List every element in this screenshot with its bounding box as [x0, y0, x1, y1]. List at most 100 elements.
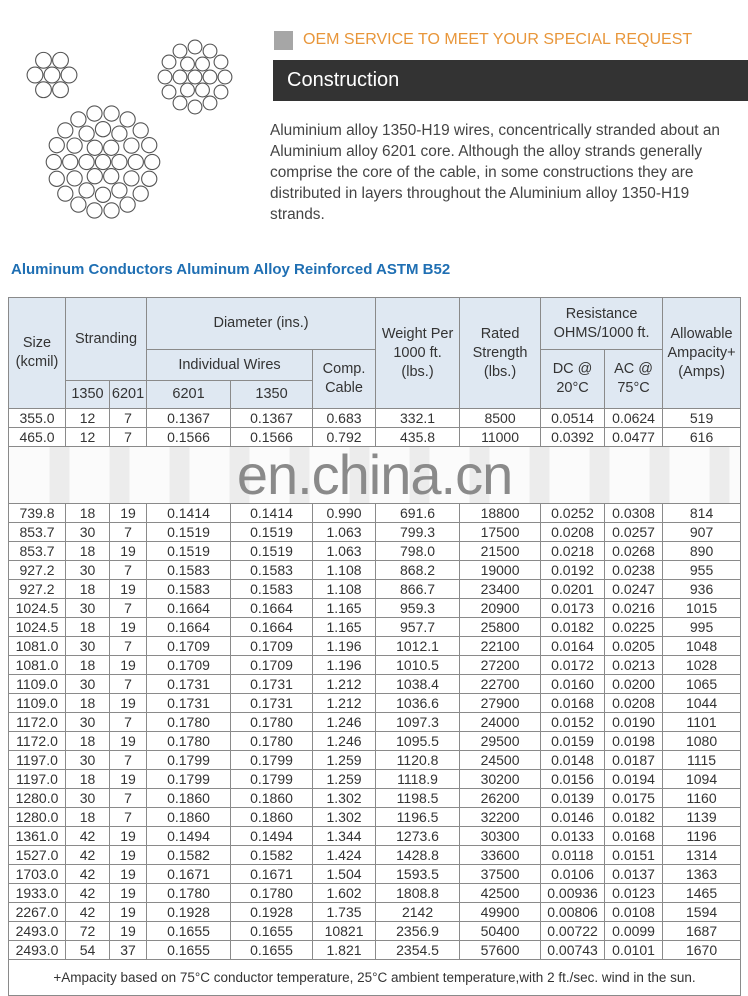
table-cell: 0.0187: [604, 750, 664, 770]
table-cell: 0.0108: [604, 902, 664, 922]
table-cell: 1196: [662, 826, 742, 846]
table-row: 1527.0 42 19 0.1582 0.1582 1.424 1428.8 33600 0.…: [8, 845, 742, 865]
table-cell: 27200: [459, 655, 542, 675]
table-row: 927.2 30 7 0.1583 0.1583 1.108 868.2 19000 0.019…: [8, 560, 742, 580]
table-cell: 0.1655: [146, 940, 232, 960]
table-cell: 0.1583: [146, 579, 232, 599]
table-cell: 1172.0: [8, 712, 66, 732]
table-cell: 0.0624: [604, 408, 664, 428]
table-cell: 1.165: [312, 617, 377, 637]
table-cell: 21500: [459, 541, 542, 561]
strand-wire: [62, 153, 79, 171]
table-cell: 18: [65, 807, 110, 827]
table-cell: 42: [65, 826, 110, 846]
strand-wire: [66, 170, 83, 187]
table-cell: 866.7: [375, 579, 461, 599]
table-row: 1109.0 30 7 0.1731 0.1731 1.212 1038.4 22700 0.0…: [8, 674, 742, 694]
table-cell: 1038.4: [375, 674, 461, 694]
table-cell: 54: [65, 940, 110, 960]
table-cell: 959.3: [375, 598, 461, 618]
table-cell: 0.1414: [230, 503, 314, 523]
strand-37-wire: [45, 105, 161, 219]
table-cell: 2493.0: [8, 940, 66, 960]
strand-wire: [187, 39, 203, 55]
table-row: 1081.0 30 7 0.1709 0.1709 1.196 1012.1 22100 0.0…: [8, 636, 742, 656]
strand-wire: [57, 122, 74, 139]
table-cell: 1428.8: [375, 845, 461, 865]
table-cell: 7: [108, 408, 148, 428]
strand-wire: [70, 196, 87, 213]
table-cell: 1687: [662, 921, 742, 941]
table-row: 355.0 12 7 0.1367 0.1367 0.683 332.1 8500 0.0514…: [8, 408, 742, 428]
header-rated-strength: Rated Strength (lbs.): [459, 297, 542, 409]
table-cell: 0.0247: [604, 579, 664, 599]
table-cell: 927.2: [8, 579, 66, 599]
table-cell: 1196.5: [375, 807, 461, 827]
table-cell: 0.1799: [146, 769, 232, 789]
table-cell: 0.1582: [146, 845, 232, 865]
table-cell: 868.2: [375, 560, 461, 580]
strand-wire: [127, 153, 144, 171]
table-cell: 0.0192: [540, 560, 606, 580]
table-cell: 1081.0: [8, 636, 66, 656]
table-cell: 0.0190: [604, 712, 664, 732]
strand-wire: [141, 137, 158, 154]
table-cell: 37: [108, 940, 148, 960]
table-cell: 0.1780: [146, 712, 232, 732]
table-cell: 1044: [662, 693, 742, 713]
table-cell: 0.1799: [146, 750, 232, 770]
table-cell: 2267.0: [8, 902, 66, 922]
strand-wire: [94, 121, 112, 138]
table-cell: 907: [662, 522, 742, 542]
table-cell: 1065: [662, 674, 742, 694]
header-weight: Weight Per 1000 ft. (lbs.): [375, 297, 461, 409]
table-cell: 0.0257: [604, 522, 664, 542]
table-cell: 1120.8: [375, 750, 461, 770]
table-cell: 19: [108, 617, 148, 637]
table-cell: 22100: [459, 636, 542, 656]
table-cell: 0.0175: [604, 788, 664, 808]
table-cell: 1527.0: [8, 845, 66, 865]
table-cell: 19: [108, 693, 148, 713]
table-cell: 0.0201: [540, 579, 606, 599]
table-cell: 1172.0: [8, 731, 66, 751]
strand-wire: [161, 84, 177, 100]
header-diameter-6201: 6201: [146, 380, 232, 409]
table-cell: 1.259: [312, 769, 377, 789]
strand-wire: [86, 139, 103, 156]
table-cell: 19: [108, 579, 148, 599]
table-cell: 1.165: [312, 598, 377, 618]
table-cell: 0.0200: [604, 674, 664, 694]
strand-wire: [35, 81, 52, 99]
table-cell: 0.0208: [604, 693, 664, 713]
table-cell: 0.0137: [604, 864, 664, 884]
table-cell: 42500: [459, 883, 542, 903]
table-cell: 30: [65, 598, 110, 618]
table-cell: 1.108: [312, 579, 377, 599]
table-cell: 927.2: [8, 560, 66, 580]
table-cell: 1.821: [312, 940, 377, 960]
table-cell: 0.0139: [540, 788, 606, 808]
table-cell: 0.1494: [146, 826, 232, 846]
table-cell: 30: [65, 560, 110, 580]
table-cell: 19: [108, 826, 148, 846]
strand-wire: [202, 95, 218, 111]
table-cell: 12: [65, 408, 110, 428]
table-cell: 8500: [459, 408, 542, 428]
table-cell: 0.0268: [604, 541, 664, 561]
table-footnote: +Ampacity based on 75°C conductor temper…: [7, 959, 742, 996]
table-cell: 1036.6: [375, 693, 461, 713]
table-cell: 814: [662, 503, 742, 523]
table-cell: 1314: [662, 845, 742, 865]
table-cell: 0.1780: [146, 883, 232, 903]
header-stranding-6201: 6201: [108, 380, 148, 409]
table-cell: 853.7: [8, 522, 66, 542]
table-cell: 0.1519: [230, 522, 314, 542]
table-cell: 1024.5: [8, 598, 66, 618]
table-cell: 19: [108, 731, 148, 751]
table-cell: 1280.0: [8, 788, 66, 808]
table-cell: 0.1860: [230, 807, 314, 827]
table-cell: 18: [65, 579, 110, 599]
table-cell: 0.00936: [540, 883, 606, 903]
strand-wire: [86, 105, 103, 122]
